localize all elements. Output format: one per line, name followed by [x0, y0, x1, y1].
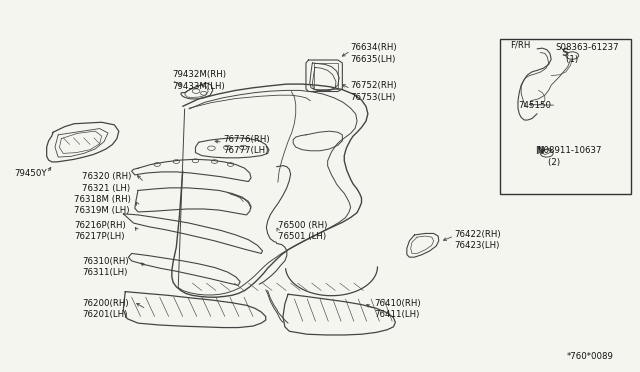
Text: 76318M (RH)
76319M (LH): 76318M (RH) 76319M (LH): [74, 195, 131, 215]
FancyBboxPatch shape: [500, 39, 631, 194]
Text: N08911-10637
    (2): N08911-10637 (2): [537, 146, 602, 167]
Text: 79432M(RH)
79433M(LH): 79432M(RH) 79433M(LH): [172, 70, 226, 91]
Text: N: N: [535, 146, 543, 156]
Text: F/RH: F/RH: [510, 41, 531, 50]
Text: 76776(RH)
76777(LH): 76776(RH) 76777(LH): [223, 135, 269, 155]
Text: 76320 (RH)
76321 (LH): 76320 (RH) 76321 (LH): [83, 172, 132, 193]
Text: S: S: [561, 48, 568, 58]
Text: 76752(RH)
76753(LH): 76752(RH) 76753(LH): [351, 81, 397, 102]
Text: S08363-61237
    (1): S08363-61237 (1): [555, 43, 619, 64]
Text: 76410(RH)
76411(LH): 76410(RH) 76411(LH): [374, 299, 421, 319]
Text: 76310(RH)
76311(LH): 76310(RH) 76311(LH): [83, 257, 129, 277]
Text: *760*0089: *760*0089: [567, 352, 614, 361]
Text: 76200(RH)
76201(LH): 76200(RH) 76201(LH): [83, 299, 129, 319]
Text: 79450Y: 79450Y: [14, 169, 47, 177]
Text: 76634(RH)
76635(LH): 76634(RH) 76635(LH): [351, 43, 397, 64]
Text: 76216P(RH)
76217P(LH): 76216P(RH) 76217P(LH): [74, 221, 126, 241]
Text: 76500 (RH)
76501 (LH): 76500 (RH) 76501 (LH): [278, 221, 328, 241]
Text: 76422(RH)
76423(LH): 76422(RH) 76423(LH): [454, 230, 500, 250]
Text: 745150: 745150: [518, 101, 551, 110]
